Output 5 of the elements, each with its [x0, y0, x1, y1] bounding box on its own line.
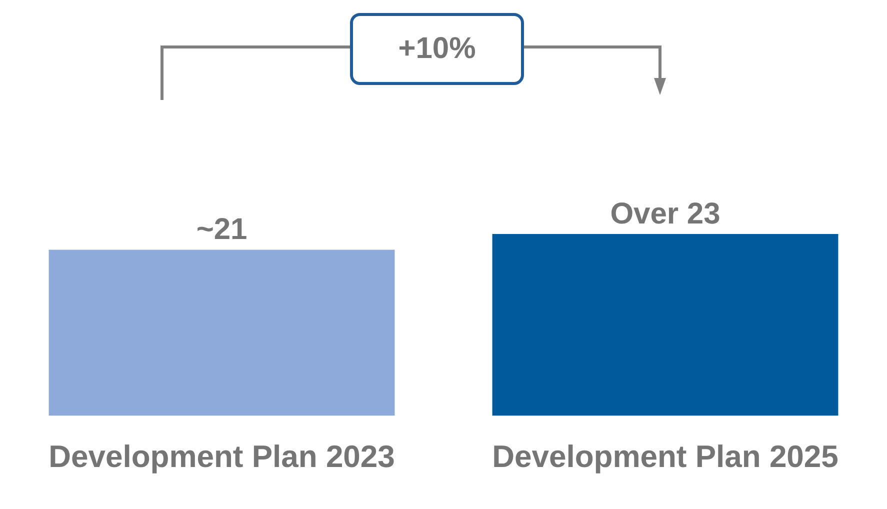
x-tick-label: Development Plan 2023	[48, 438, 395, 474]
x-tick-label: Development Plan 2025	[492, 438, 838, 474]
text: +10%	[350, 13, 524, 85]
data-label: ~21	[196, 213, 248, 246]
data-label: Over 23	[610, 197, 720, 230]
